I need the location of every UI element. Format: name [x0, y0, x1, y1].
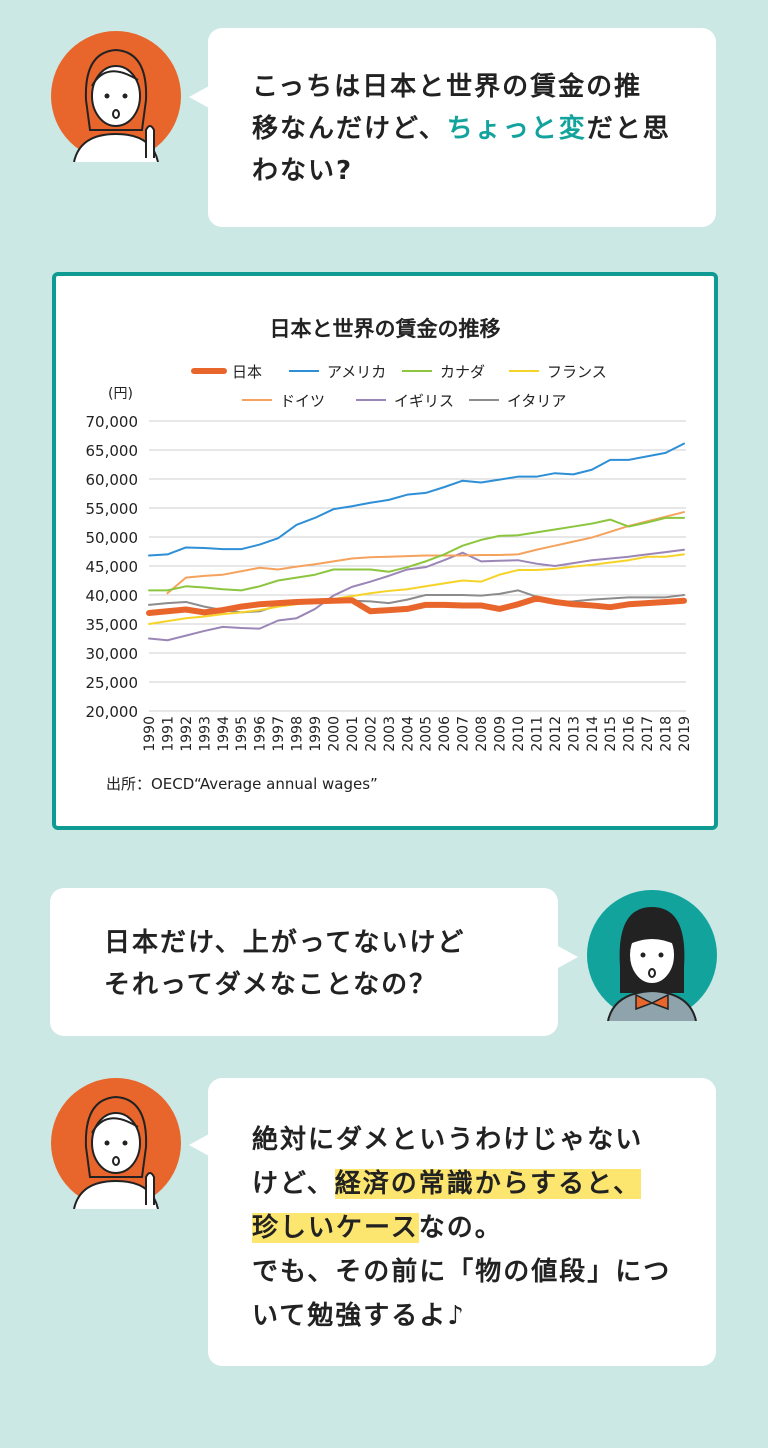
- legend-label: ドイツ: [280, 392, 325, 410]
- legend-label: イタリア: [507, 392, 566, 410]
- x-tick-label: 2010: [511, 716, 527, 752]
- y-tick-label: 65,000: [86, 442, 139, 460]
- text-segment: でも、その前に「物の値段」につ: [252, 1257, 672, 1287]
- speech-bubble: [208, 28, 716, 227]
- x-tick-label: 2009: [493, 716, 509, 752]
- text-line: それってダメなことなの？: [104, 964, 465, 1006]
- teacher-avatar: [51, 31, 181, 162]
- text-segment: いて勉強するよ♪: [252, 1301, 466, 1331]
- student-avatar: [587, 890, 717, 1021]
- x-tick-label: 2011: [529, 716, 545, 752]
- x-tick-label: 2007: [456, 716, 472, 752]
- text-segment: 日本だけ、上がってないけど: [104, 928, 466, 958]
- legend-label: アメリカ: [327, 363, 386, 381]
- x-tick-label: 2008: [474, 716, 490, 752]
- x-tick-label: 2016: [622, 716, 638, 752]
- text-segment: それってダメなことなの？: [104, 970, 438, 1000]
- text-segment: なの。: [418, 1213, 503, 1243]
- x-tick-label: 1994: [216, 716, 232, 752]
- text-segment: ちょっと変: [446, 114, 587, 144]
- text-segment: けど、: [252, 1169, 335, 1199]
- x-tick-label: 2012: [548, 716, 564, 752]
- text-line: でも、その前に「物の値段」につ: [252, 1250, 671, 1294]
- x-tick-label: 1991: [160, 716, 176, 752]
- speech-bubble: [50, 888, 558, 1036]
- x-tick-label: 2014: [585, 716, 601, 752]
- text-segment: 移なんだけど、: [252, 114, 447, 144]
- bubble-tail: [189, 86, 209, 108]
- x-tick-label: 1999: [308, 716, 324, 752]
- series-line: [148, 548, 685, 642]
- chart-frame: 日本と世界の賃金の推移 (円) 出所：OECD“Average annual wag…: [52, 272, 718, 830]
- x-tick-label: 2003: [382, 716, 398, 752]
- text-line: 日本だけ、上がってないけど: [104, 922, 465, 964]
- text-line: けど、経済の常識からすると、: [252, 1162, 671, 1206]
- y-tick-label: 45,000: [86, 558, 139, 576]
- text-line: 絶対にダメというわけじゃない: [252, 1118, 671, 1162]
- text-segment: 絶対にダメというわけじゃない: [252, 1125, 644, 1155]
- bubble-tail: [558, 946, 578, 968]
- text-line: こっちは日本と世界の賃金の推: [252, 66, 671, 108]
- y-tick-label: 30,000: [86, 645, 139, 663]
- x-tick-label: 2000: [326, 716, 342, 752]
- dialogue-text: 絶対にダメというわけじゃない けど、経済の常識からすると、 珍しいケースなの。 でも、…: [252, 1118, 671, 1338]
- dialogue-text: 日本だけ、上がってないけど それってダメなことなの？: [104, 922, 465, 1006]
- series-line: [166, 511, 685, 595]
- text-segment: 経済の常識からすると、: [334, 1169, 642, 1199]
- x-tick-label: 2018: [659, 716, 675, 752]
- y-tick-label: 35,000: [86, 616, 139, 634]
- text-segment: こっちは日本と世界の賃金の推: [252, 72, 643, 102]
- text-segment: だと思: [586, 114, 671, 144]
- x-tick-label: 2019: [677, 716, 693, 752]
- y-tick-label: 55,000: [86, 500, 139, 518]
- x-tick-label: 1996: [253, 716, 269, 752]
- x-tick-label: 2004: [400, 716, 416, 752]
- x-tick-label: 1993: [197, 716, 213, 752]
- x-tick-label: 2001: [345, 716, 361, 752]
- text-line: 移なんだけど、ちょっと変だと思: [252, 108, 671, 150]
- y-tick-label: 25,000: [86, 674, 139, 692]
- text-segment: わない?: [252, 156, 354, 186]
- text-line: わない?: [252, 150, 671, 192]
- x-tick-label: 2013: [566, 716, 582, 752]
- x-tick-label: 2005: [419, 716, 435, 752]
- dialogue-text: こっちは日本と世界の賃金の推 移なんだけど、ちょっと変だと思 わない?: [252, 66, 671, 192]
- x-tick-label: 2006: [437, 716, 453, 752]
- series-line: [148, 553, 685, 625]
- bubble-tail: [189, 1134, 209, 1156]
- text-line: 珍しいケースなの。: [252, 1206, 671, 1250]
- x-tick-label: 1995: [234, 716, 250, 752]
- x-tick-label: 2015: [603, 716, 619, 752]
- y-tick-label: 20,000: [86, 703, 139, 721]
- x-tick-label: 2002: [363, 716, 379, 752]
- legend-label: イギリス: [394, 392, 454, 410]
- x-tick-label: 1992: [179, 716, 195, 752]
- teacher-avatar: [51, 1078, 181, 1209]
- source-note: 出所：OECD“Average annual wages”: [106, 775, 378, 793]
- y-tick-label: 40,000: [86, 587, 139, 605]
- series-line: [148, 516, 685, 592]
- x-tick-label: 1990: [142, 716, 158, 752]
- x-tick-label: 1997: [271, 716, 287, 752]
- y-tick-label: 60,000: [86, 471, 139, 489]
- y-unit: (円): [108, 386, 133, 402]
- x-tick-label: 2017: [640, 716, 656, 752]
- series-line: [148, 442, 685, 557]
- x-tick-label: 1998: [290, 716, 306, 752]
- legend-label: フランス: [547, 363, 607, 381]
- series-line: [146, 595, 687, 616]
- text-segment: 珍しいケース: [252, 1213, 419, 1243]
- legend-label: 日本: [232, 363, 262, 381]
- legend-label: カナダ: [440, 363, 485, 381]
- y-tick-label: 50,000: [86, 529, 139, 547]
- chart: 日本と世界の賃金の推移 (円) 出所：OECD“Average annual wag…: [86, 317, 694, 793]
- chart-title: 日本と世界の賃金の推移: [270, 317, 501, 341]
- y-tick-label: 70,000: [86, 413, 139, 431]
- text-line: いて勉強するよ♪: [252, 1294, 671, 1338]
